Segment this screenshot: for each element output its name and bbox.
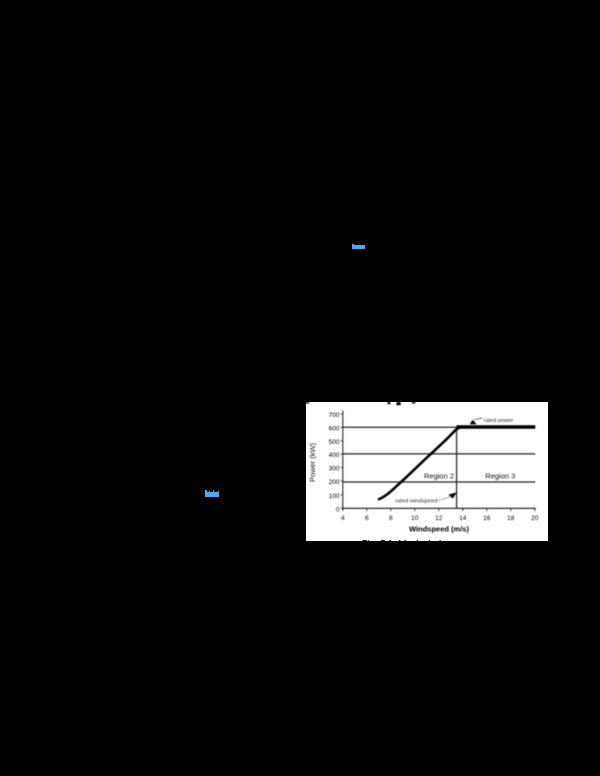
svg-text:Region 2: Region 2 <box>424 471 454 480</box>
svg-text:400: 400 <box>329 452 340 459</box>
svg-text:Windspeed (m/s): Windspeed (m/s) <box>409 525 469 534</box>
svg-text:20: 20 <box>531 515 539 522</box>
svg-text:200: 200 <box>329 479 340 486</box>
svg-text:18: 18 <box>507 515 515 522</box>
svg-text:0: 0 <box>336 506 340 513</box>
svg-text:700: 700 <box>329 412 340 419</box>
svg-text:600: 600 <box>329 425 340 432</box>
svg-text:Region 3: Region 3 <box>485 472 515 481</box>
svg-text:10: 10 <box>411 515 419 522</box>
svg-text:Power (kW): Power (kW) <box>308 442 317 482</box>
svg-text:8: 8 <box>389 515 393 522</box>
svg-text:100: 100 <box>329 493 340 500</box>
svg-text:16: 16 <box>483 515 491 522</box>
svg-text:4: 4 <box>341 515 345 522</box>
svg-text:500: 500 <box>329 439 340 446</box>
svg-text:rated windspeed: rated windspeed <box>395 499 438 505</box>
svg-text:300: 300 <box>329 466 340 473</box>
svg-text:6: 6 <box>365 515 369 522</box>
svg-text:rated power: rated power <box>484 418 514 424</box>
svg-text:14: 14 <box>459 515 467 522</box>
svg-text:12: 12 <box>435 515 443 522</box>
